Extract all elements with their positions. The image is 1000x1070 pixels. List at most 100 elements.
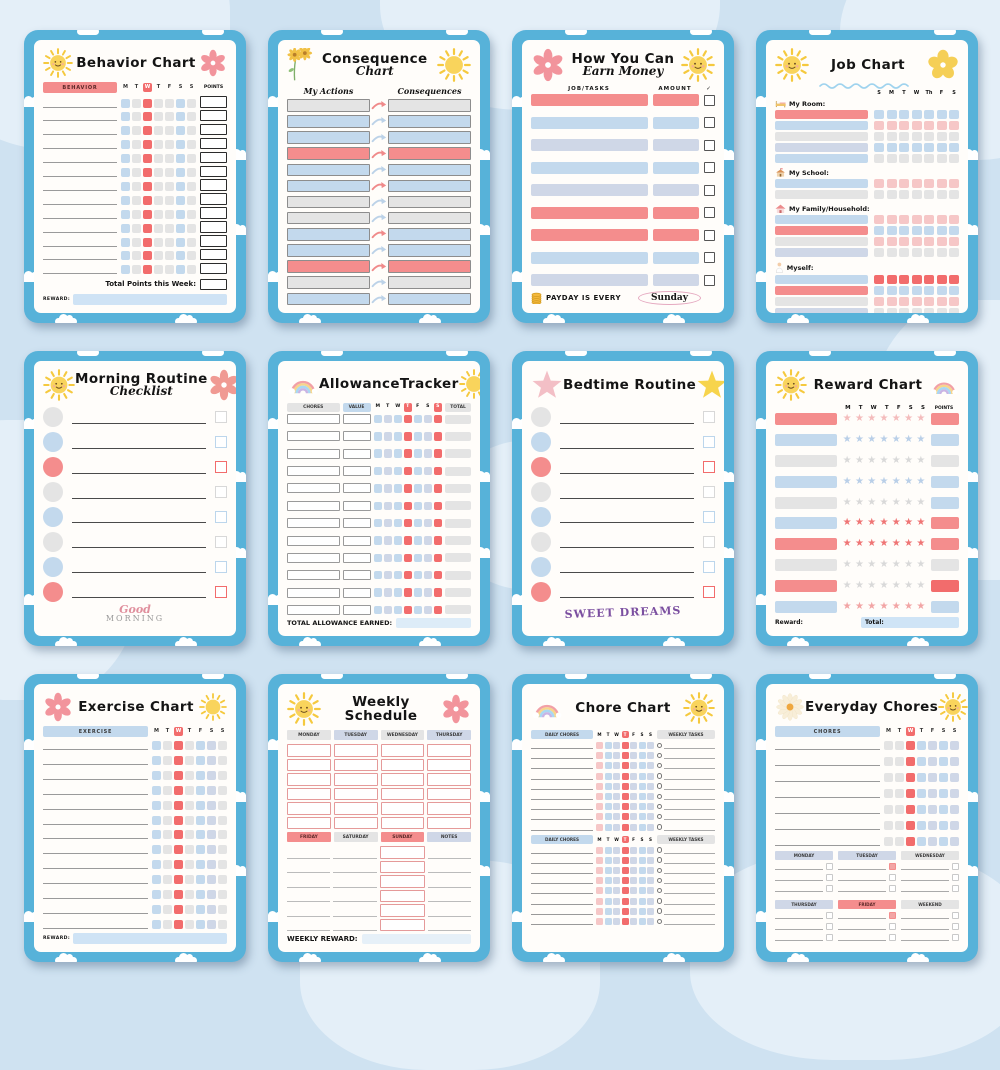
day-cell[interactable]: [394, 519, 403, 528]
day-cell[interactable]: [163, 741, 172, 750]
day-cell[interactable]: [165, 224, 174, 233]
job-task-input-bar[interactable]: [531, 184, 648, 196]
day-cell[interactable]: [605, 742, 612, 749]
done-checkbox[interactable]: [952, 885, 959, 892]
day-cell[interactable]: [899, 179, 909, 188]
day-cell[interactable]: [949, 179, 959, 188]
day-cell[interactable]: [143, 182, 152, 191]
day-cell[interactable]: [639, 803, 646, 810]
star-icon[interactable]: ★: [855, 498, 864, 508]
done-checkbox[interactable]: [826, 863, 833, 870]
write-line[interactable]: [72, 411, 206, 424]
job-input-bar[interactable]: [775, 237, 868, 246]
day-cell[interactable]: [404, 484, 413, 493]
day-cell[interactable]: [906, 741, 915, 750]
consequence-input-bar[interactable]: [388, 196, 471, 209]
day-cell[interactable]: [596, 773, 603, 780]
reward-input-bar[interactable]: [73, 933, 227, 944]
points-cell[interactable]: [931, 455, 959, 467]
weekly-task-line[interactable]: [664, 761, 715, 769]
done-checkbox[interactable]: [952, 863, 959, 870]
day-cell[interactable]: [374, 432, 383, 441]
write-line[interactable]: [43, 125, 117, 135]
day-cell[interactable]: [639, 813, 646, 820]
day-cell[interactable]: [906, 773, 915, 782]
value-input-box[interactable]: [343, 466, 371, 476]
points-input-box[interactable]: [200, 110, 227, 122]
day-cell[interactable]: [613, 793, 620, 800]
day-cell[interactable]: [218, 741, 227, 750]
day-cell[interactable]: [174, 860, 183, 869]
day-cell[interactable]: [906, 805, 915, 814]
day-cell[interactable]: [196, 860, 205, 869]
write-line[interactable]: [838, 873, 886, 881]
day-cell[interactable]: [174, 756, 183, 765]
day-cell[interactable]: [949, 308, 959, 313]
done-checkbox[interactable]: [704, 275, 715, 286]
day-cell[interactable]: [630, 752, 637, 759]
star-icon[interactable]: ★: [904, 518, 913, 528]
day-cell[interactable]: [937, 143, 947, 152]
day-cell[interactable]: [434, 502, 443, 511]
day-cell[interactable]: [143, 140, 152, 149]
total-cell[interactable]: [445, 501, 471, 510]
day-cell[interactable]: [187, 140, 196, 149]
day-cell[interactable]: [185, 741, 194, 750]
day-cell[interactable]: [152, 905, 161, 914]
day-cell[interactable]: [185, 786, 194, 795]
day-cell[interactable]: [196, 816, 205, 825]
day-cell[interactable]: [887, 154, 897, 163]
star-icon[interactable]: ★: [916, 498, 925, 508]
day-cell[interactable]: [949, 132, 959, 141]
done-checkbox[interactable]: [889, 912, 896, 919]
write-line[interactable]: [43, 919, 148, 929]
points-input-box[interactable]: [200, 152, 227, 164]
day-cell[interactable]: [196, 875, 205, 884]
star-icon[interactable]: ★: [916, 581, 925, 591]
day-cell[interactable]: [887, 297, 897, 306]
day-cell[interactable]: [394, 432, 403, 441]
day-cell[interactable]: [374, 415, 383, 424]
day-cell[interactable]: [949, 154, 959, 163]
write-line[interactable]: [72, 486, 206, 499]
day-cell[interactable]: [143, 154, 152, 163]
star-icon[interactable]: ★: [855, 435, 864, 445]
day-cell[interactable]: [374, 484, 383, 493]
day-cell[interactable]: [154, 265, 163, 274]
day-cell[interactable]: [887, 121, 897, 130]
total-cell[interactable]: [445, 605, 471, 614]
schedule-cell-line[interactable]: [287, 875, 330, 888]
day-cell[interactable]: [613, 773, 620, 780]
points-cell[interactable]: [931, 580, 959, 592]
write-line[interactable]: [838, 911, 886, 919]
day-cell[interactable]: [424, 467, 433, 476]
action-input-bar[interactable]: [287, 212, 370, 225]
done-checkbox[interactable]: [215, 536, 227, 548]
day-cell[interactable]: [394, 606, 403, 615]
day-cell[interactable]: [121, 154, 130, 163]
day-cell[interactable]: [596, 742, 603, 749]
write-line[interactable]: [43, 829, 148, 839]
weekly-task-line[interactable]: [664, 897, 715, 905]
write-line[interactable]: [531, 812, 593, 820]
write-line[interactable]: [901, 862, 949, 870]
day-cell[interactable]: [121, 238, 130, 247]
day-cell[interactable]: [163, 801, 172, 810]
star-icon[interactable]: ★: [867, 414, 876, 424]
day-cell[interactable]: [622, 847, 629, 854]
write-line[interactable]: [531, 802, 593, 810]
day-cell[interactable]: [937, 190, 947, 199]
job-input-bar[interactable]: [775, 154, 868, 163]
day-cell[interactable]: [132, 210, 141, 219]
day-cell[interactable]: [174, 786, 183, 795]
job-input-bar[interactable]: [775, 143, 868, 152]
total-cell[interactable]: [445, 571, 471, 580]
write-line[interactable]: [72, 436, 206, 449]
day-cell[interactable]: [949, 110, 959, 119]
chore-input-box[interactable]: [287, 483, 340, 493]
day-cell[interactable]: [874, 215, 884, 224]
write-line[interactable]: [43, 815, 148, 825]
consequence-input-bar[interactable]: [388, 180, 471, 193]
total-allowance-input-bar[interactable]: [396, 618, 471, 628]
day-cell[interactable]: [887, 215, 897, 224]
